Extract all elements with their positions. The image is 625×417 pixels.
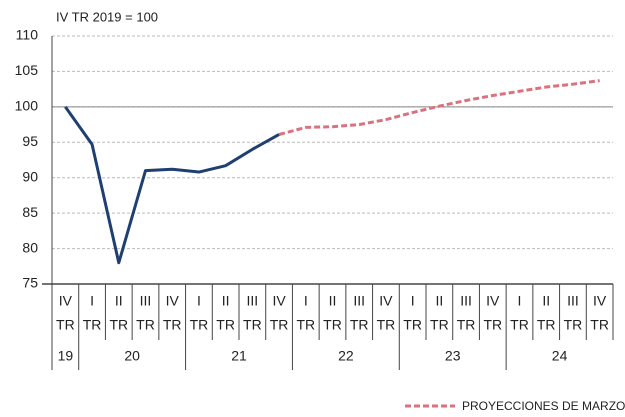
x-tick-suffix: TR (56, 317, 75, 333)
y-tick-label: 75 (22, 275, 38, 291)
x-tick-suffix: TR (109, 317, 128, 333)
x-tick-suffix: TR (510, 317, 529, 333)
x-tick-label: III (353, 293, 365, 309)
x-tick-suffix: TR (190, 317, 209, 333)
x-tick-label: I (90, 293, 94, 309)
x-tick-label: II (222, 293, 230, 309)
y-tick-label: 80 (22, 239, 38, 255)
x-tick-label: III (460, 293, 472, 309)
x-tick-suffix: TR (216, 317, 235, 333)
x-tick-label: I (518, 293, 522, 309)
x-tick-suffix: TR (83, 317, 102, 333)
chart-subtitle: IV TR 2019 = 100 (56, 9, 158, 24)
y-tick-label: 110 (16, 27, 39, 43)
y-tick-label: 90 (22, 168, 38, 184)
year-label: 22 (338, 348, 354, 364)
x-tick-suffix: TR (483, 317, 502, 333)
x-tick-suffix: TR (377, 317, 396, 333)
legend-label: PROYECCIONES DE MARZO (462, 399, 625, 413)
x-tick-suffix: TR (457, 317, 476, 333)
x-tick-label: III (140, 293, 152, 309)
x-tick-label: IV (272, 293, 286, 309)
x-tick-label: IV (166, 293, 180, 309)
x-tick-suffix: TR (296, 317, 315, 333)
x-tick-suffix: TR (537, 317, 556, 333)
year-label: 21 (231, 348, 247, 364)
series-line (278, 79, 600, 136)
x-tick-label: III (247, 293, 259, 309)
x-tick-suffix: TR (323, 317, 342, 333)
x-tick-suffix: TR (590, 317, 609, 333)
y-tick-label: 95 (22, 133, 38, 149)
x-tick-label: IV (486, 293, 500, 309)
year-label: 24 (552, 348, 568, 364)
x-tick-suffix: TR (564, 317, 583, 333)
x-tick-label: II (542, 293, 550, 309)
x-tick-suffix: TR (163, 317, 182, 333)
x-tick-label: II (435, 293, 443, 309)
series-line (64, 105, 280, 265)
year-label: 23 (445, 348, 461, 364)
x-tick-label: I (304, 293, 308, 309)
y-tick-label: 100 (15, 98, 39, 114)
x-tick-label: II (329, 293, 337, 309)
y-tick-label: 85 (22, 204, 38, 220)
x-tick-suffix: TR (350, 317, 369, 333)
y-tick-label: 105 (15, 62, 39, 78)
x-tick-suffix: TR (430, 317, 449, 333)
year-label: 20 (124, 348, 140, 364)
x-tick-label: III (567, 293, 579, 309)
x-tick-label: IV (379, 293, 393, 309)
x-tick-suffix: TR (403, 317, 422, 333)
x-tick-label: II (115, 293, 123, 309)
x-tick-suffix: TR (136, 317, 155, 333)
x-tick-label: IV (593, 293, 607, 309)
x-tick-label: IV (59, 293, 73, 309)
x-tick-suffix: TR (270, 317, 289, 333)
x-tick-label: I (411, 293, 415, 309)
year-label: 19 (58, 348, 74, 364)
x-tick-label: I (197, 293, 201, 309)
x-tick-suffix: TR (243, 317, 262, 333)
